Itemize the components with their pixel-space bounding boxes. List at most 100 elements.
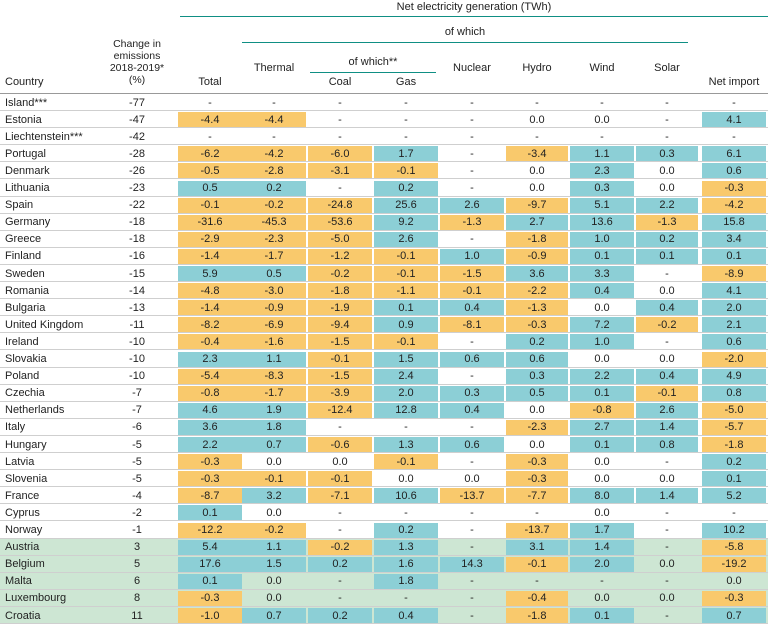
value-cell: - bbox=[470, 541, 474, 554]
value-cell: 1.7 bbox=[570, 522, 634, 538]
value-cell: -1 bbox=[132, 524, 142, 537]
value-cell: 0.2 bbox=[636, 231, 698, 247]
value-cell: - bbox=[470, 592, 474, 605]
value-cell: 15.8 bbox=[702, 214, 766, 230]
value-cell: 1.1 bbox=[242, 351, 306, 367]
value-cell: 0.5 bbox=[242, 266, 306, 282]
value-cell: 0.3 bbox=[636, 146, 698, 162]
table-row: Ireland -10 -0.4 -1.6 -1.5 -0.1 - 0.2 1.0 - 0.6 bbox=[0, 333, 768, 351]
value-cell: -2.8 bbox=[242, 163, 306, 179]
value-cell: -6 bbox=[132, 421, 142, 434]
value-cell: 9.2 bbox=[374, 214, 438, 230]
value-cell: -12.4 bbox=[308, 402, 372, 418]
value-cell: -4.8 bbox=[178, 283, 242, 299]
country-cell: Croatia bbox=[5, 609, 41, 622]
table-row: Estonia -47 -4.4 -4.4 - - - 0.0 0.0 - 4.1 bbox=[0, 111, 768, 129]
value-cell: -0.3 bbox=[702, 180, 766, 196]
value-cell: 11 bbox=[131, 609, 143, 622]
column-header: Hydro bbox=[522, 62, 552, 74]
table-row: Austria 3 5.4 1.1 -0.2 1.3 - 3.1 1.4 - -5.8 bbox=[0, 538, 768, 556]
value-cell: 0.2 bbox=[308, 608, 372, 624]
value-cell: - bbox=[338, 592, 342, 605]
value-cell: - bbox=[404, 506, 408, 519]
value-cell: -5.8 bbox=[702, 539, 766, 555]
value-cell: 3.1 bbox=[506, 539, 568, 555]
country-cell: Bulgaria bbox=[5, 301, 46, 314]
value-cell: 0.1 bbox=[702, 471, 766, 487]
value-cell: 0.0 bbox=[659, 472, 675, 485]
value-cell: -5.0 bbox=[308, 231, 372, 247]
value-cell: -0.1 bbox=[374, 266, 438, 282]
value-cell: 0.4 bbox=[440, 300, 504, 316]
value-cell: -4.2 bbox=[242, 146, 306, 162]
value-cell: -9.7 bbox=[506, 197, 568, 213]
value-cell: 2.1 bbox=[702, 317, 766, 333]
value-cell: -0.8 bbox=[570, 402, 634, 418]
value-cell: -0.1 bbox=[308, 471, 372, 487]
value-cell: -1.8 bbox=[506, 231, 568, 247]
value-cell: -0.1 bbox=[636, 385, 698, 401]
value-cell: 1.5 bbox=[374, 351, 438, 367]
value-cell: 0.3 bbox=[570, 180, 634, 196]
value-cell: 4.1 bbox=[702, 112, 766, 128]
subsubgroup-rule bbox=[310, 72, 436, 73]
value-cell: - bbox=[470, 335, 474, 348]
country-cell: Luxembourg bbox=[5, 592, 67, 605]
subsubgroup-header: of which** bbox=[348, 56, 398, 68]
value-cell: -10 bbox=[129, 335, 145, 348]
value-cell: -12.2 bbox=[178, 522, 242, 538]
country-cell: United Kingdom bbox=[5, 318, 84, 331]
value-cell: 25.6 bbox=[374, 197, 438, 213]
column-header: Coal bbox=[328, 76, 352, 88]
value-cell: 1.0 bbox=[570, 231, 634, 247]
value-cell: 0.0 bbox=[659, 164, 675, 177]
country-cell: Spain bbox=[5, 199, 34, 212]
value-cell: 3.4 bbox=[702, 231, 766, 247]
value-cell: 5.4 bbox=[178, 539, 242, 555]
value-cell: -0.4 bbox=[178, 334, 242, 350]
value-cell: -0.2 bbox=[308, 266, 372, 282]
value-cell: - bbox=[338, 113, 342, 126]
value-cell: -4.2 bbox=[702, 197, 766, 213]
value-cell: - bbox=[665, 267, 669, 280]
value-cell: -0.2 bbox=[308, 539, 372, 555]
value-cell: 1.9 bbox=[242, 402, 306, 418]
value-cell: 0.4 bbox=[636, 300, 698, 316]
value-cell: - bbox=[338, 506, 342, 519]
value-cell: -18 bbox=[129, 216, 145, 229]
column-header: Change in emissions 2018-2019* (%) bbox=[109, 38, 165, 86]
value-cell: 0.1 bbox=[570, 608, 634, 624]
value-cell: - bbox=[665, 113, 669, 126]
value-cell: -0.1 bbox=[374, 163, 438, 179]
value-cell: - bbox=[338, 575, 342, 588]
value-cell: - bbox=[535, 96, 539, 109]
table-row: Czechia -7 -0.8 -1.7 -3.9 2.0 0.3 0.5 0.1 -0.1 0.8 bbox=[0, 385, 768, 402]
value-cell: - bbox=[338, 524, 342, 537]
value-cell: 0.0 bbox=[529, 182, 545, 195]
value-cell: 5.1 bbox=[570, 197, 634, 213]
value-cell: - bbox=[470, 455, 474, 468]
value-cell: - bbox=[600, 130, 604, 143]
value-cell: 1.4 bbox=[570, 539, 634, 555]
value-cell: -0.2 bbox=[242, 197, 306, 213]
value-cell: 0.0 bbox=[266, 575, 282, 588]
value-cell: 1.3 bbox=[374, 437, 438, 453]
value-cell: -0.3 bbox=[702, 590, 766, 606]
value-cell: - bbox=[600, 96, 604, 109]
value-cell: 4.9 bbox=[702, 368, 766, 384]
value-cell: -0.9 bbox=[506, 248, 568, 264]
value-cell: 2.3 bbox=[570, 163, 634, 179]
value-cell: - bbox=[404, 592, 408, 605]
value-cell: - bbox=[470, 182, 474, 195]
value-cell: -0.1 bbox=[308, 351, 372, 367]
column-header: Solar bbox=[654, 62, 680, 74]
value-cell: 0.3 bbox=[506, 368, 568, 384]
country-cell: Finland bbox=[5, 250, 42, 263]
value-cell: -16 bbox=[129, 250, 145, 263]
group-header: Net electricity generation (TWh) bbox=[396, 1, 552, 13]
country-cell: Netherlands bbox=[5, 404, 65, 417]
value-cell: 0.2 bbox=[702, 454, 766, 470]
country-cell: Lithuania bbox=[5, 182, 50, 195]
table-row: Germany -18 -31.6 -45.3 -53.6 9.2 -1.3 2.7 13.6-… bbox=[0, 214, 768, 231]
value-cell: -6.9 bbox=[242, 317, 306, 333]
